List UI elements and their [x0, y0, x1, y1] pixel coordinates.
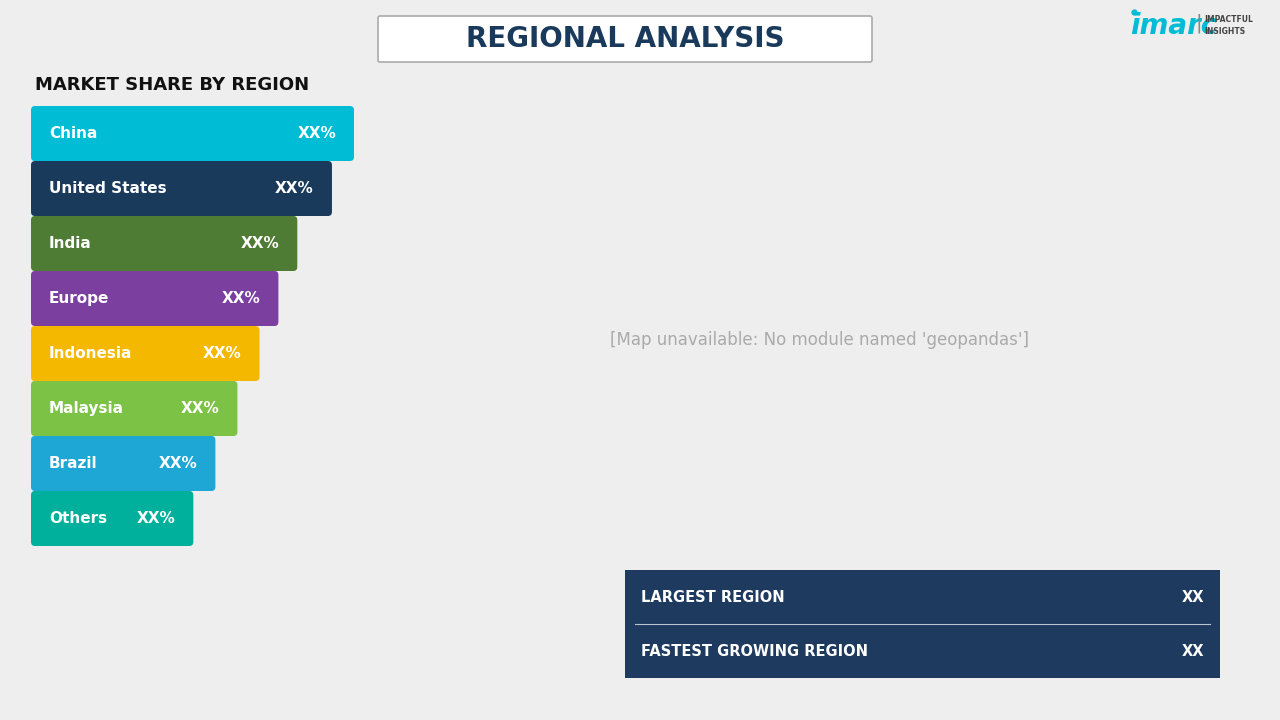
FancyBboxPatch shape	[31, 106, 355, 161]
FancyBboxPatch shape	[31, 326, 260, 381]
Text: XX%: XX%	[159, 456, 197, 471]
Text: XX%: XX%	[202, 346, 242, 361]
Text: XX%: XX%	[275, 181, 314, 196]
Text: XX%: XX%	[137, 511, 175, 526]
Text: XX%: XX%	[241, 236, 279, 251]
Text: |: |	[1196, 13, 1203, 32]
FancyBboxPatch shape	[31, 436, 215, 491]
FancyBboxPatch shape	[31, 271, 279, 326]
Text: XX%: XX%	[180, 401, 219, 416]
Text: INSIGHTS: INSIGHTS	[1204, 27, 1245, 35]
Text: Indonesia: Indonesia	[49, 346, 132, 361]
Text: XX: XX	[1181, 590, 1204, 605]
FancyBboxPatch shape	[625, 570, 1220, 678]
Text: LARGEST REGION: LARGEST REGION	[641, 590, 785, 605]
Text: Brazil: Brazil	[49, 456, 97, 471]
Text: India: India	[49, 236, 92, 251]
Text: United States: United States	[49, 181, 166, 196]
Text: XX%: XX%	[297, 126, 335, 141]
FancyBboxPatch shape	[378, 16, 872, 62]
Text: Europe: Europe	[49, 291, 109, 306]
FancyBboxPatch shape	[31, 216, 297, 271]
Text: China: China	[49, 126, 97, 141]
Text: Others: Others	[49, 511, 108, 526]
Text: Malaysia: Malaysia	[49, 401, 124, 416]
FancyBboxPatch shape	[31, 491, 193, 546]
Text: imarc: imarc	[1130, 12, 1217, 40]
FancyBboxPatch shape	[31, 381, 238, 436]
Text: XX: XX	[1181, 644, 1204, 659]
Text: MARKET SHARE BY REGION: MARKET SHARE BY REGION	[35, 76, 310, 94]
Text: XX%: XX%	[221, 291, 260, 306]
Text: FASTEST GROWING REGION: FASTEST GROWING REGION	[641, 644, 868, 659]
Text: [Map unavailable: No module named 'geopandas']: [Map unavailable: No module named 'geopa…	[611, 331, 1029, 349]
Text: IMPACTFUL: IMPACTFUL	[1204, 16, 1253, 24]
FancyBboxPatch shape	[31, 161, 332, 216]
Text: REGIONAL ANALYSIS: REGIONAL ANALYSIS	[466, 25, 785, 53]
